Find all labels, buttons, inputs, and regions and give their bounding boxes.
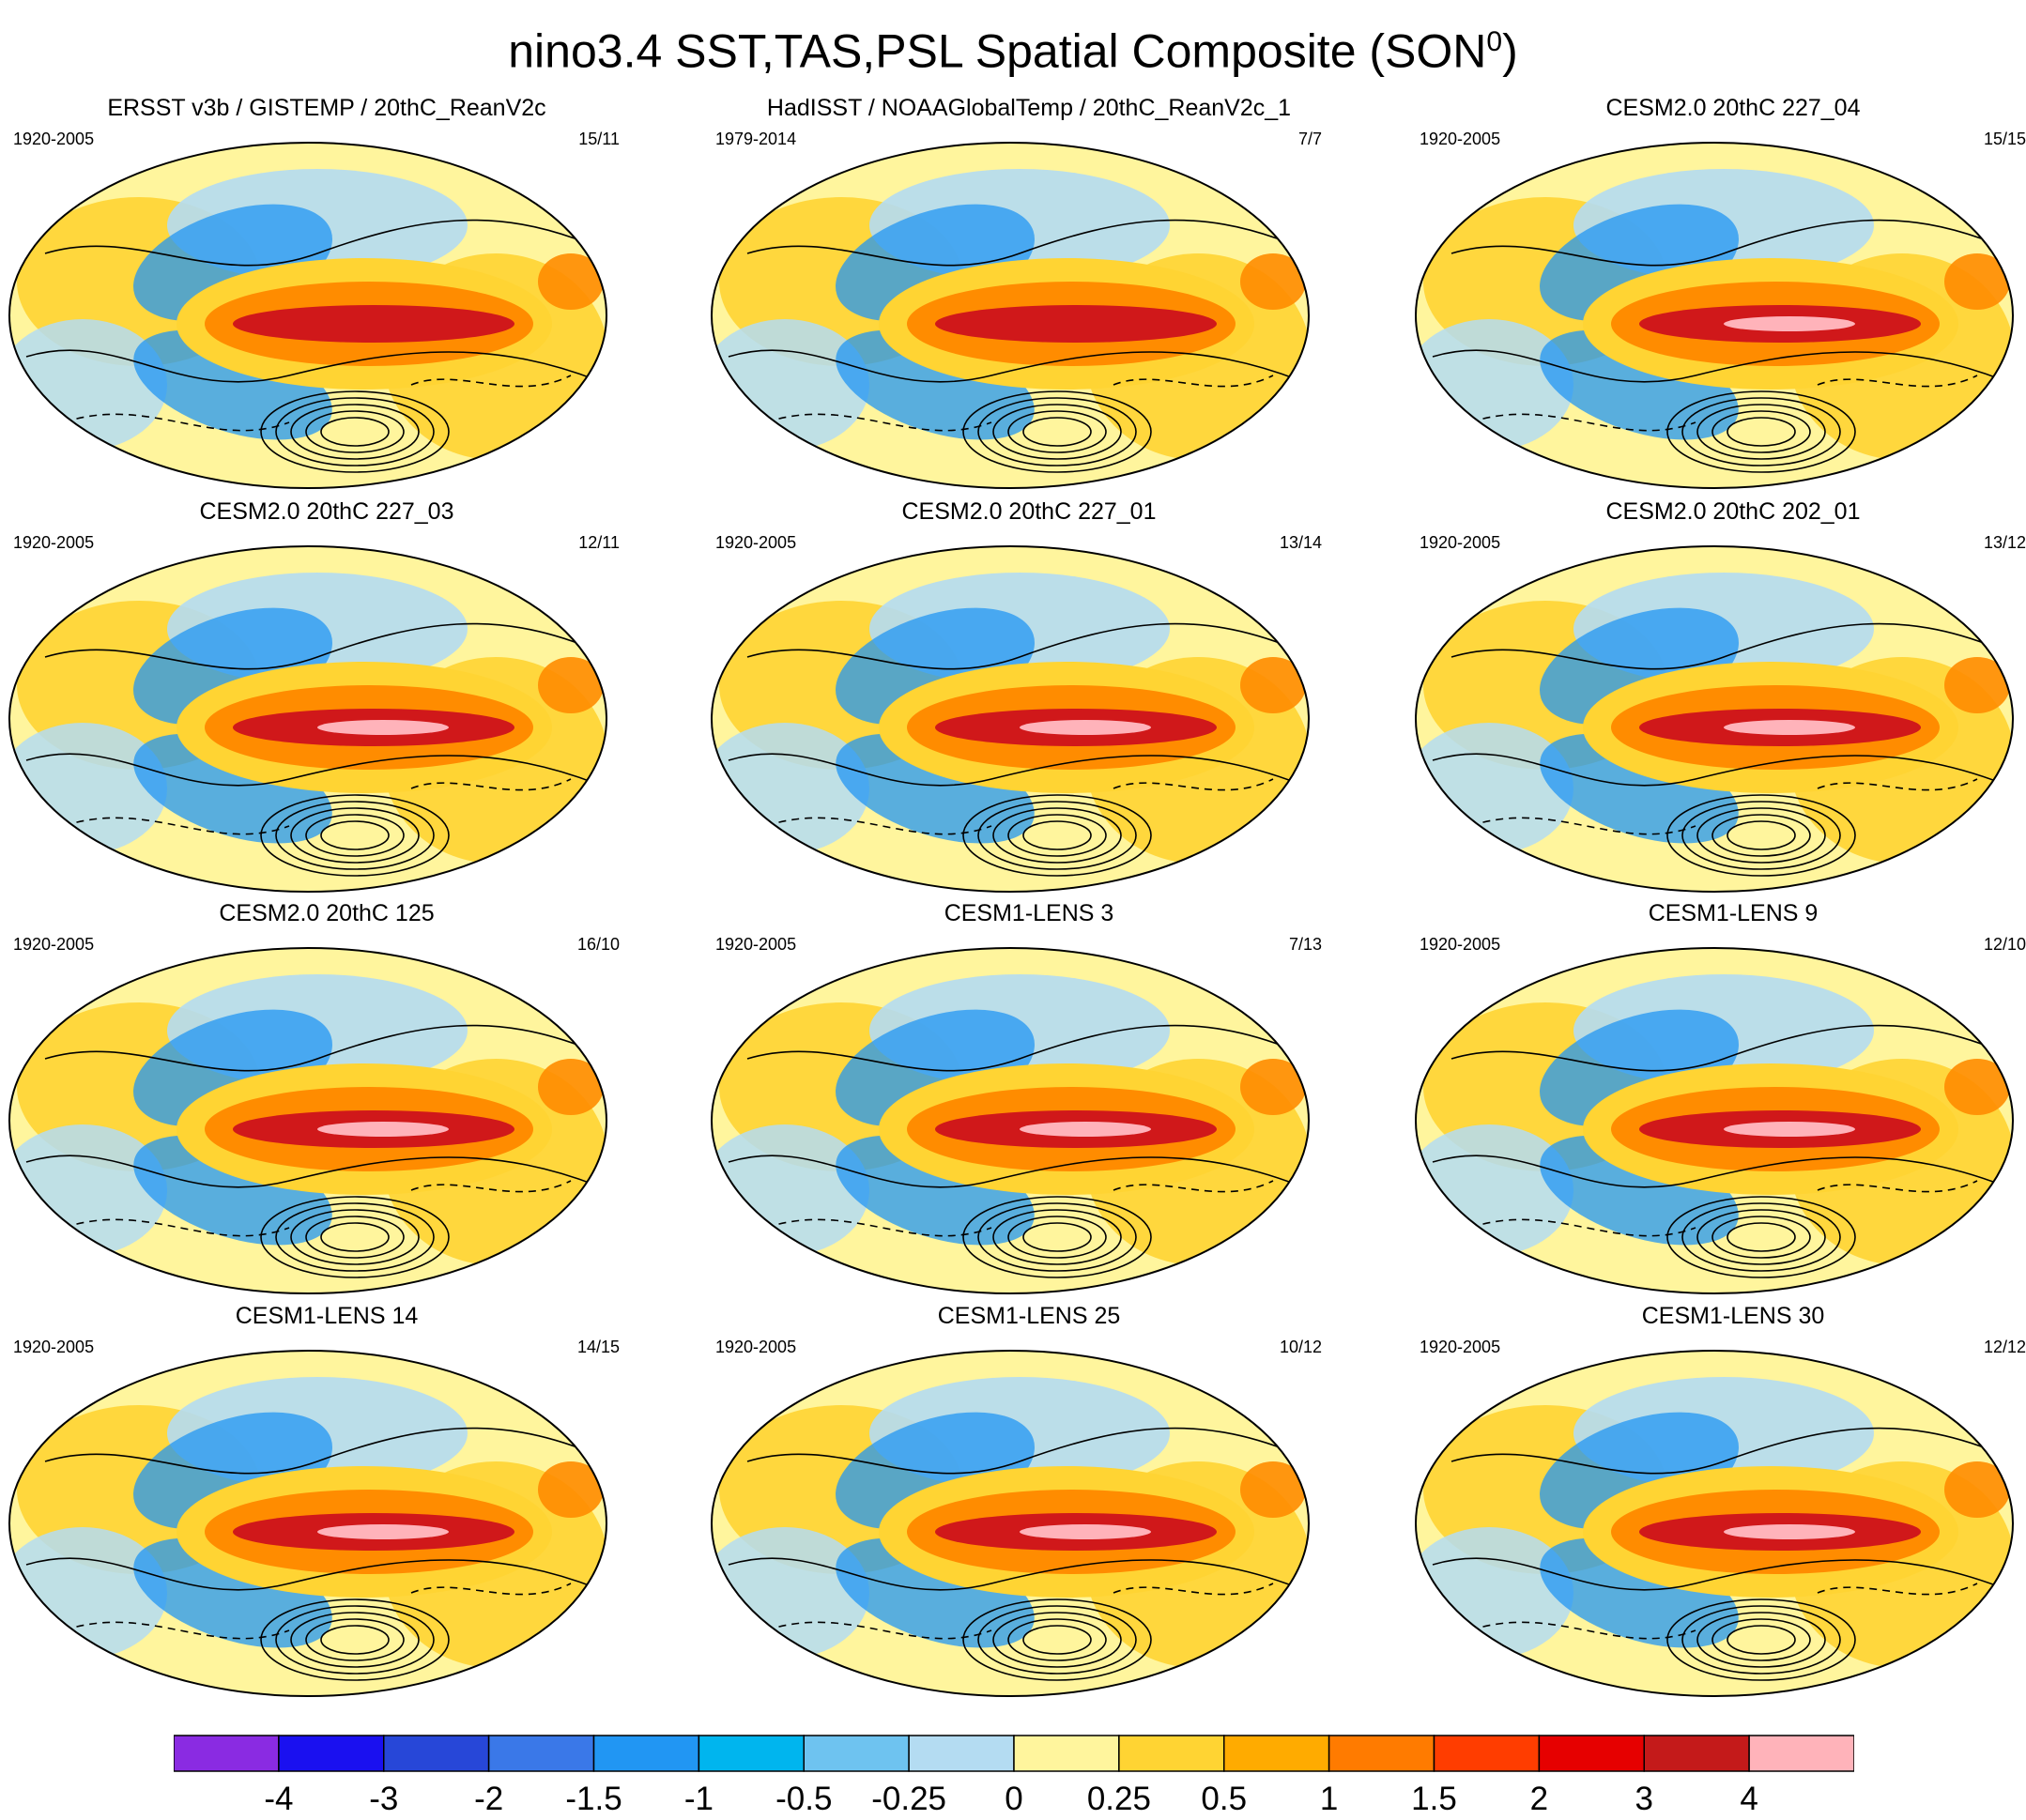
colorbar-tick-label: 0 xyxy=(1005,1781,1023,1817)
composite-map xyxy=(8,142,607,489)
panel-title: CESM2.0 20thC 227_04 xyxy=(1605,95,1861,121)
colorbar-tick-label: -4 xyxy=(264,1781,294,1817)
panel-count: 15/11 xyxy=(578,130,620,148)
colorbar-swatch xyxy=(803,1735,910,1772)
panel-title: CESM1-LENS 14 xyxy=(235,1303,419,1329)
panel-years: 1920-2005 xyxy=(715,533,797,552)
panel-title: ERSST v3b / GISTEMP / 20thC_ReanV2c xyxy=(107,95,546,121)
panel-years: 1920-2005 xyxy=(13,1338,95,1356)
composite-map xyxy=(1415,947,2014,1294)
composite-map xyxy=(711,142,1310,489)
map-panel: CESM2.0 20thC 227_01 1920-2005 13/14 xyxy=(710,497,1348,893)
map-panel: CESM1-LENS 25 1920-2005 10/12 xyxy=(710,1302,1348,1697)
colorbar-tick-label: -1.5 xyxy=(565,1781,622,1817)
colorbar-tick-label: 1.5 xyxy=(1411,1781,1457,1817)
map-panel: HadISST / NOAAGlobalTemp / 20thC_ReanV2c… xyxy=(710,94,1348,489)
map-panel: CESM1-LENS 3 1920-2005 7/13 xyxy=(710,899,1348,1294)
colorbar-swatch xyxy=(698,1735,805,1772)
panel-years: 1920-2005 xyxy=(13,130,95,148)
map-panel: CESM1-LENS 30 1920-2005 12/12 xyxy=(1414,1302,2026,1697)
colorbar-swatch xyxy=(278,1735,385,1772)
colorbar-swatch xyxy=(487,1735,595,1772)
colorbar-tick-label: -1 xyxy=(683,1781,714,1817)
panel-years: 1920-2005 xyxy=(1420,130,1501,148)
map-panel: CESM1-LENS 14 1920-2005 14/15 xyxy=(8,1302,646,1697)
map-panel: ERSST v3b / GISTEMP / 20thC_ReanV2c 1920-… xyxy=(8,94,646,489)
panel-count: 7/7 xyxy=(1297,130,1322,148)
map-panel: CESM1-LENS 9 1920-2005 12/10 xyxy=(1414,899,2026,1294)
composite-map xyxy=(1415,142,2014,489)
colorbar-swatch xyxy=(174,1735,280,1772)
panel-count: 7/13 xyxy=(1288,935,1322,954)
panel-title: CESM2.0 20thC 125 xyxy=(219,900,435,926)
figure-title: nino3.4 SST,TAS,PSL Spatial Composite (S… xyxy=(508,24,1518,78)
colorbar-swatch xyxy=(908,1735,1015,1772)
panel-title: HadISST / NOAAGlobalTemp / 20thC_ReanV2c… xyxy=(766,95,1292,121)
map-panel: CESM2.0 20thC 202_01 1920-2005 13/12 xyxy=(1414,497,2026,893)
colorbar-swatch xyxy=(592,1735,700,1772)
panel-count: 12/10 xyxy=(1983,935,2026,954)
map-panel: CESM2.0 20thC 227_04 1920-2005 15/15 xyxy=(1414,94,2026,489)
composite-map xyxy=(8,1350,607,1697)
panel-count: 13/12 xyxy=(1983,533,2026,552)
panel-years: 1920-2005 xyxy=(13,533,95,552)
composite-map xyxy=(8,947,607,1294)
colorbar-swatch xyxy=(1538,1735,1645,1772)
colorbar-swatch xyxy=(1433,1735,1541,1772)
colorbar-tick-label: -0.25 xyxy=(871,1781,947,1817)
colorbar-tick-label: 0.25 xyxy=(1086,1781,1151,1817)
colorbar-tick-label: 3 xyxy=(1635,1781,1653,1817)
panel-title: CESM2.0 20thC 227_03 xyxy=(199,498,454,525)
panel-count: 14/15 xyxy=(576,1338,620,1356)
colorbar-swatch xyxy=(1223,1735,1330,1772)
colorbar-tick-label: -2 xyxy=(474,1781,504,1817)
composite-map xyxy=(1415,1350,2014,1697)
panel-title: CESM1-LENS 30 xyxy=(1641,1303,1825,1329)
composite-map xyxy=(711,947,1310,1294)
colorbar-swatch xyxy=(1643,1735,1750,1772)
colorbar-tick-label: 2 xyxy=(1529,1781,1549,1817)
panel-years: 1920-2005 xyxy=(1420,935,1501,954)
colorbar-tick-label: 0.5 xyxy=(1201,1781,1248,1817)
colorbar-swatch xyxy=(1118,1735,1225,1772)
panel-years: 1979-2014 xyxy=(715,130,797,148)
map-panel: CESM2.0 20thC 227_03 1920-2005 12/11 xyxy=(8,497,646,893)
colorbar-swatch xyxy=(1748,1735,1854,1772)
panel-years: 1920-2005 xyxy=(1420,533,1501,552)
panel-years: 1920-2005 xyxy=(1420,1338,1501,1356)
panel-title: CESM2.0 20thC 227_01 xyxy=(901,498,1157,525)
panel-title: CESM2.0 20thC 202_01 xyxy=(1605,498,1861,525)
panel-years: 1920-2005 xyxy=(715,935,797,954)
colorbar-tick-label: -0.5 xyxy=(775,1781,833,1817)
panel-count: 10/12 xyxy=(1279,1338,1322,1356)
composite-map xyxy=(1415,545,2014,893)
panel-count: 15/15 xyxy=(1983,130,2026,148)
panel-title: CESM1-LENS 9 xyxy=(1648,900,1819,926)
panel-title: CESM1-LENS 25 xyxy=(937,1303,1121,1329)
panel-count: 12/11 xyxy=(578,533,620,552)
colorbar-tick-label: -3 xyxy=(369,1781,399,1817)
panel-count: 12/12 xyxy=(1983,1338,2026,1356)
colorbar-swatch xyxy=(1013,1735,1120,1772)
panel-count: 16/10 xyxy=(576,935,620,954)
composite-map xyxy=(711,1350,1310,1697)
colorbar xyxy=(174,1735,1854,1772)
colorbar-swatch xyxy=(383,1735,490,1772)
colorbar-tick-label: 4 xyxy=(1740,1781,1758,1817)
composite-map xyxy=(8,545,607,893)
composite-map xyxy=(711,545,1310,893)
colorbar-swatch xyxy=(1328,1735,1435,1772)
panel-years: 1920-2005 xyxy=(13,935,95,954)
colorbar-tick-label: 1 xyxy=(1319,1781,1339,1817)
panel-count: 13/14 xyxy=(1279,533,1322,552)
map-panel: CESM2.0 20thC 125 1920-2005 16/10 xyxy=(8,899,646,1294)
panel-title: CESM1-LENS 3 xyxy=(944,900,1114,926)
panel-years: 1920-2005 xyxy=(715,1338,797,1356)
